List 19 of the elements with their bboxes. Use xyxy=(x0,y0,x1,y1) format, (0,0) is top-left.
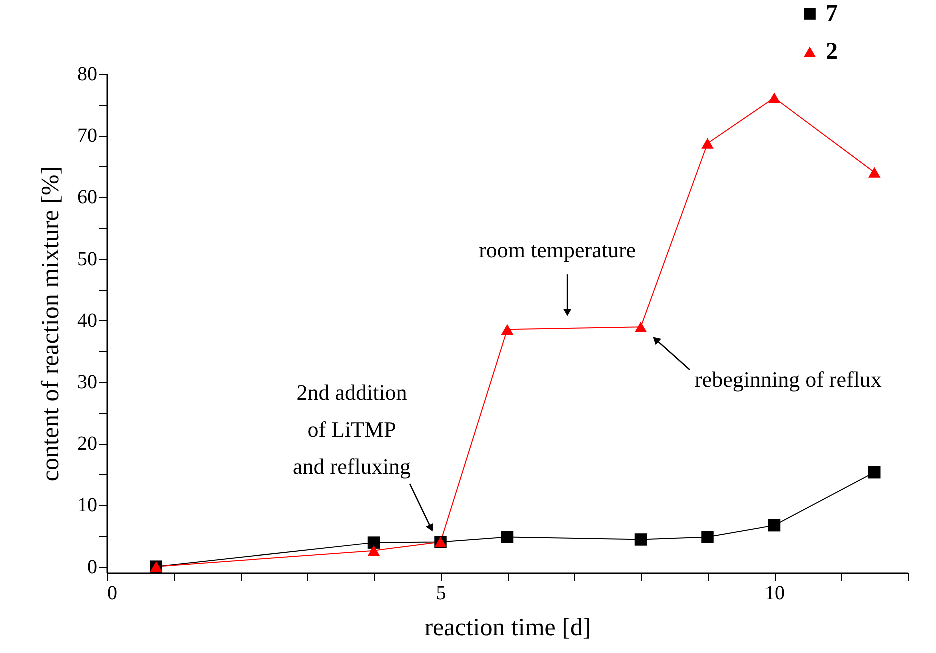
y-tick-label: 30 xyxy=(78,372,98,394)
annotation: rebeginning of reflux xyxy=(695,367,882,392)
annotation: room temperature xyxy=(479,238,636,263)
y-tick-label: 40 xyxy=(78,310,98,332)
legend-label: 2 xyxy=(826,39,838,65)
y-tick-label: 50 xyxy=(78,248,98,270)
y-tick-label: 10 xyxy=(78,494,98,517)
y-tick-label: 60 xyxy=(78,186,98,209)
x-axis-title: reaction time [d] xyxy=(424,614,592,642)
x-tick-label: 10 xyxy=(765,582,785,604)
y-axis-title: content of reaction mixture [%] xyxy=(38,166,64,482)
x-tick-label: 0 xyxy=(108,582,118,604)
y-tick-label: 20 xyxy=(78,433,98,456)
y-tick-label: 0 xyxy=(88,556,98,578)
legend-label: 7 xyxy=(826,1,838,27)
y-tick-label: 80 xyxy=(78,64,98,86)
y-tick-label: 70 xyxy=(78,125,98,148)
x-tick-label: 5 xyxy=(436,582,446,604)
annotation: 2nd addition of LiTMP and refluxing xyxy=(293,380,411,479)
